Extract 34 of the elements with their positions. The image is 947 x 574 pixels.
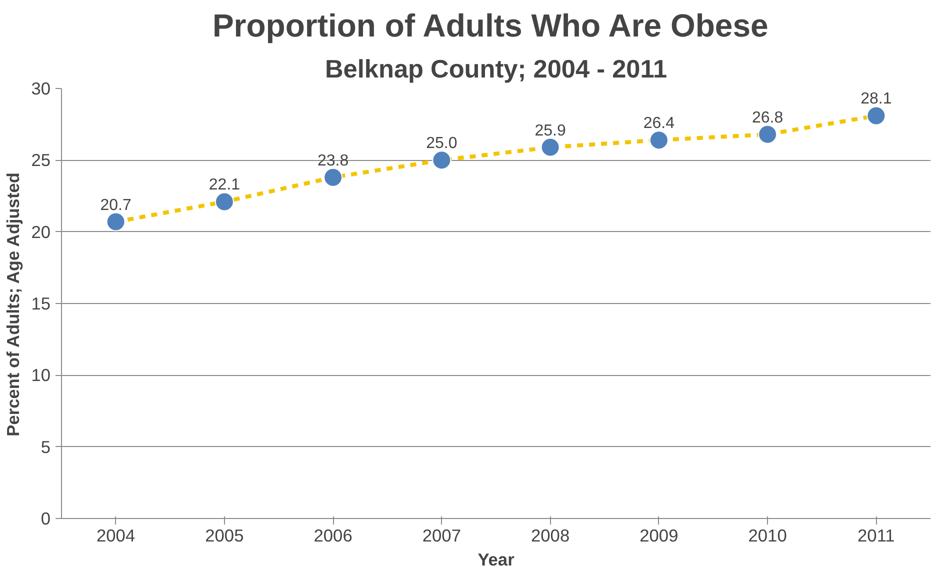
data-label: 28.1: [860, 90, 892, 108]
chart-subtitle: Belknap County; 2004 - 2011: [324, 56, 668, 84]
point: [866, 106, 886, 126]
point: [214, 192, 234, 212]
x-tick-label: 2010: [748, 526, 787, 546]
y-tick-label: 30: [31, 78, 51, 98]
x-tick-label: 2009: [640, 526, 678, 546]
data-label: 26.4: [643, 115, 675, 132]
x-tick-label: 2008: [531, 526, 570, 546]
y-tick-label: 10: [31, 365, 51, 386]
point: [649, 130, 668, 150]
x-tick-label: 2006: [314, 526, 352, 546]
point: [324, 168, 343, 187]
y-axis-title: Percent of Adults; Age Adjusted: [3, 172, 24, 436]
x-tick-label: 2011: [858, 526, 895, 546]
y-tick-label: 5: [40, 436, 51, 457]
y-tick-label: 25: [31, 150, 51, 170]
x-axis-title: Year: [478, 550, 515, 570]
point: [540, 138, 560, 157]
point: [106, 212, 126, 232]
data-label: 22.1: [208, 176, 240, 194]
point: [432, 150, 452, 170]
x-tick-label: 2007: [422, 526, 461, 546]
y-tick-label: 20: [31, 222, 51, 242]
x-tick-label: 2004: [96, 526, 136, 546]
data-label: 25.0: [426, 135, 458, 152]
data-label: 26.8: [752, 109, 784, 126]
y-tick-label: 0: [40, 508, 51, 528]
chart-title: Proportion of Adults Who Are Obese: [212, 8, 768, 44]
x-tick-label: 2005: [205, 526, 244, 546]
point: [758, 124, 778, 144]
data-label: 20.7: [100, 196, 132, 214]
y-tick-label: 15: [31, 294, 51, 314]
data-label: 25.9: [534, 122, 566, 140]
